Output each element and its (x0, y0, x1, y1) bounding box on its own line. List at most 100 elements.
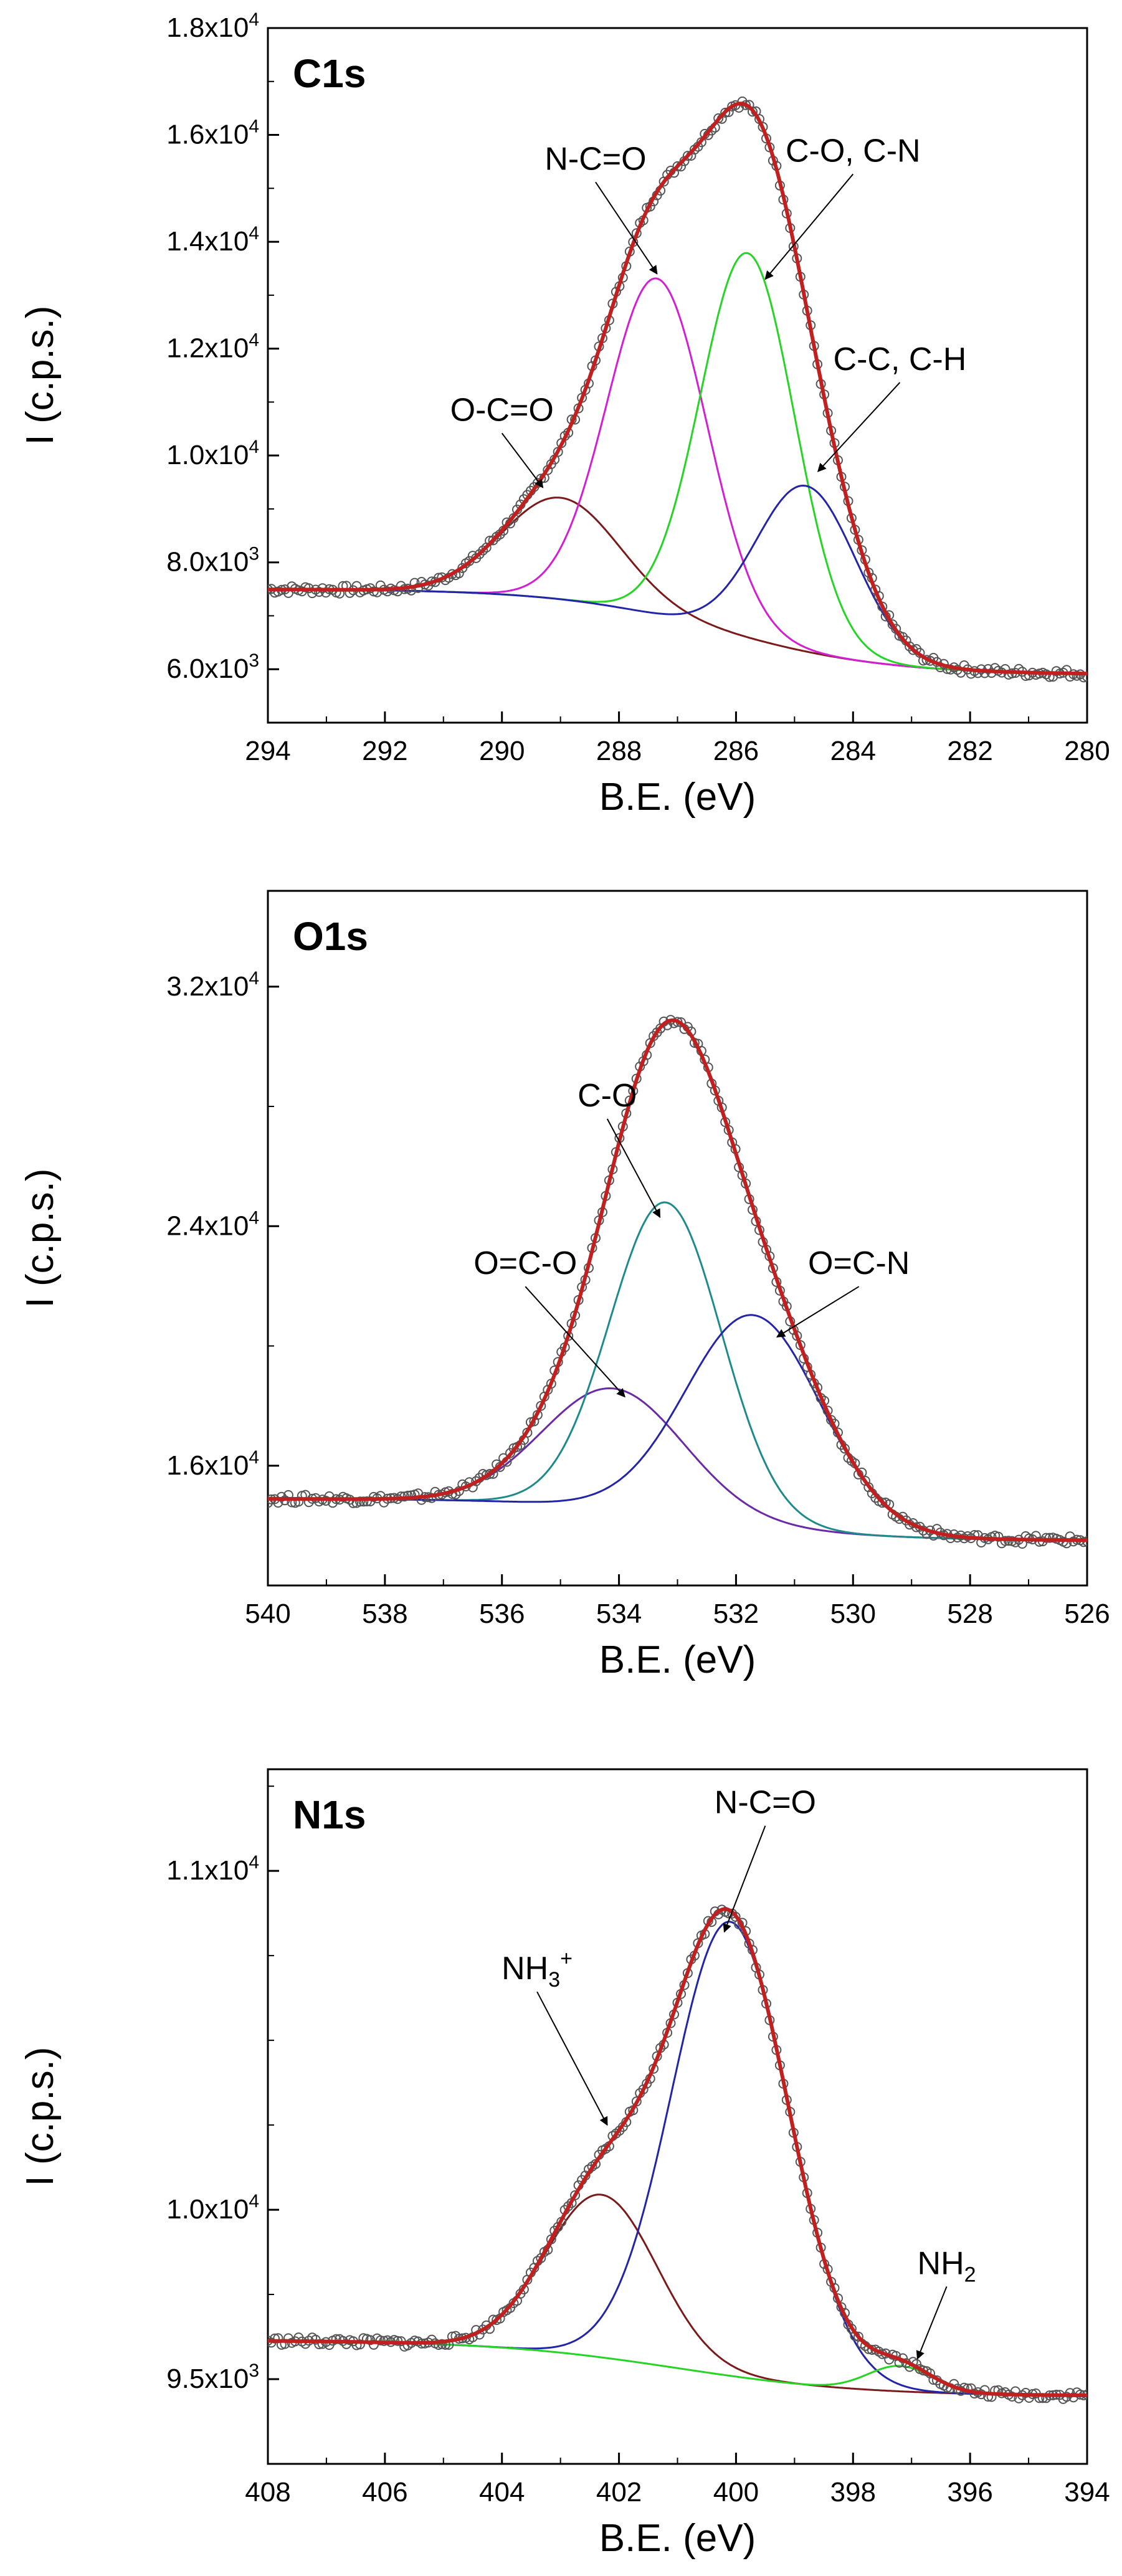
x-tick-label: 288 (596, 736, 642, 766)
panel-title: O1s (293, 914, 368, 959)
panel-title: N1s (293, 1792, 366, 1837)
y-tick-mantissa: 1.0x10 (166, 440, 249, 470)
annotation-label: C-O, C-N (786, 133, 921, 169)
annotation-arrow (525, 1286, 625, 1398)
y-tick-exponent: 4 (249, 1447, 259, 1468)
data-point (570, 2190, 581, 2200)
annotation-text: O=C-O (473, 1245, 577, 1281)
y-tick-label: 9.5x103 (166, 2360, 259, 2394)
x-axis-title: B.E. (eV) (599, 2517, 756, 2560)
y-tick-mantissa: 1.6x10 (166, 1450, 249, 1481)
y-tick-exponent: 4 (249, 2191, 259, 2212)
annotation-text: C-O, C-N (786, 133, 921, 169)
annotation-label: C-C, C-H (834, 341, 967, 378)
fit-envelope (268, 1018, 1087, 1542)
chart-panel-C1s: 294 292 290 288 286 284 282 2806.0x1038.0x1031.… (19, 9, 1110, 819)
y-tick-exponent: 3 (249, 2360, 259, 2381)
y-tick-exponent: 3 (249, 650, 259, 671)
component-O=C-O (268, 1387, 1087, 1541)
component-C-C, C-H (268, 484, 1087, 675)
x-tick-label: 294 (245, 736, 290, 766)
data-point (361, 1496, 372, 1506)
y-tick-exponent: 4 (249, 1852, 259, 1873)
y-tick-label: 1.2x104 (166, 330, 259, 364)
y-tick-exponent: 4 (249, 1207, 259, 1228)
y-tick-label: 1.0x104 (166, 437, 259, 470)
x-tick-label: 402 (596, 2477, 642, 2507)
y-tick-label: 1.1x104 (166, 1852, 259, 1886)
x-axis-title: B.E. (eV) (599, 776, 756, 819)
annotation-label: N-C=O (715, 1785, 816, 1821)
y-tick-mantissa: 9.5x10 (166, 2364, 249, 2394)
data-point (1044, 1533, 1055, 1543)
chart-panel-O1s: 540 538 536 534 532 530 528 5261.6x1042.4x1043.… (19, 890, 1110, 1681)
data-point (1068, 2392, 1079, 2403)
x-tick-label: 394 (1064, 2477, 1110, 2507)
annotation-text: O-C=O (450, 392, 554, 428)
y-tick-label: 1.8x104 (166, 9, 259, 43)
data-point (638, 2084, 649, 2094)
x-tick-label: 404 (479, 2477, 525, 2507)
data-point (748, 107, 758, 117)
y-tick-exponent: 4 (249, 330, 259, 351)
y-axis-title: I (c.p.s.) (19, 1169, 62, 1308)
y-tick-exponent: 3 (249, 544, 259, 564)
x-tick-label: 280 (1064, 736, 1110, 766)
annotation-text: N-C=O (715, 1785, 816, 1821)
annotation-superscript: + (560, 1947, 573, 1970)
annotation-label: O=C-N (808, 1245, 910, 1281)
x-tick-label: 532 (713, 1599, 759, 1629)
data-point (276, 1491, 287, 1502)
x-tick-label: 398 (830, 2477, 876, 2507)
y-tick-mantissa: 1.6x10 (166, 120, 249, 150)
y-tick-mantissa: 1.0x10 (166, 2194, 249, 2225)
annotation-arrow (916, 2286, 948, 2360)
annotation-arrow (536, 1991, 608, 2126)
data-point (877, 1498, 888, 1508)
annotation-text: C-O (578, 1078, 637, 1114)
annotation-label: O=C-O (473, 1245, 577, 1281)
x-tick-label: 282 (947, 736, 992, 766)
y-tick-label: 1.4x104 (166, 223, 259, 257)
fit-envelope (268, 102, 1087, 676)
y-tick-mantissa: 6.0x10 (166, 654, 249, 684)
annotation-arrow (606, 1118, 661, 1219)
annotation-label: N-C=O (544, 141, 646, 177)
x-tick-label: 534 (596, 1599, 642, 1629)
x-tick-label: 538 (362, 1599, 407, 1629)
y-tick-label: 1.0x104 (166, 2191, 259, 2225)
x-tick-label: 408 (245, 2477, 290, 2507)
annotation-text: NH (502, 1951, 548, 1987)
y-tick-exponent: 4 (249, 968, 259, 989)
annotation-text: O=C-N (808, 1245, 910, 1281)
x-tick-label: 290 (479, 736, 525, 766)
annotation-text: N-C=O (544, 141, 646, 177)
y-tick-exponent: 4 (249, 437, 259, 457)
data-point (689, 145, 700, 155)
data-point (546, 2234, 556, 2245)
x-tick-label: 292 (362, 736, 407, 766)
x-tick-label: 536 (479, 1599, 525, 1629)
data-point (488, 535, 498, 546)
component-NH3+ (268, 2193, 1087, 2397)
annotation-arrow (723, 1825, 766, 1933)
x-tick-label: 526 (1064, 1599, 1110, 1629)
y-axis-title: I (c.p.s.) (19, 2047, 62, 2187)
y-axis-title: I (c.p.s.) (19, 306, 62, 445)
annotation-subscript: 2 (964, 2263, 976, 2286)
data-point (905, 641, 915, 652)
y-tick-mantissa: 3.2x10 (166, 971, 249, 1002)
y-tick-mantissa: 1.4x10 (166, 226, 249, 257)
y-tick-exponent: 4 (249, 116, 259, 137)
annotation-text: NH (918, 2245, 964, 2281)
component-O-C=O (268, 497, 1087, 675)
x-tick-label: 530 (830, 1599, 876, 1629)
x-tick-label: 286 (713, 736, 759, 766)
x-tick-label: 400 (713, 2477, 759, 2507)
data-point (713, 113, 724, 123)
x-tick-label: 406 (362, 2477, 407, 2507)
y-tick-mantissa: 1.2x10 (166, 333, 249, 364)
data-point (672, 161, 683, 171)
annotation-arrow (764, 173, 854, 280)
